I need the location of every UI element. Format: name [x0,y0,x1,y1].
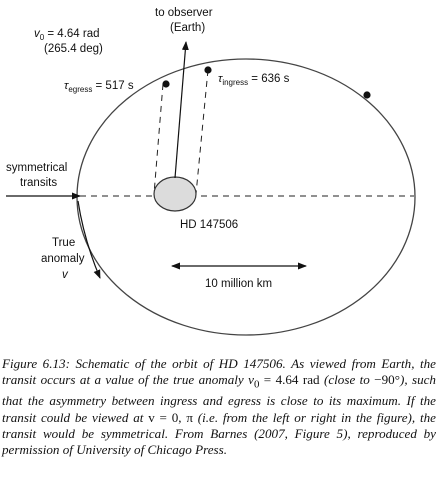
caption-v0-subscript: 0 [253,378,260,391]
planet-right-dot [363,91,371,99]
caption-figure-label: Figure 6.13: [2,356,70,371]
caption-angle: −90° [374,372,400,388]
figure-caption: Figure 6.13: Schematic of the orbit of H… [2,356,436,458]
v0-label-line1: v0 = 4.64 rad [34,28,100,42]
caption-v0-value: = 4.64 rad [259,372,320,388]
caption-text-2: (close to [319,372,375,388]
planet-egress-dot [162,80,170,88]
caption-text-3: ), such that the asymmetry between ingre… [2,372,436,425]
caption-text-1: Schematic of the orbit of HD 147506. As … [2,356,436,388]
orbit-ellipse [76,58,416,336]
observer-label-line1: to observer [155,7,213,19]
true-anomaly-arrow [77,200,101,279]
observer-label-line2: (Earth) [170,22,205,34]
scale-bar-label: 10 million km [205,278,272,290]
tau-ingress-symbol: τ [218,73,223,85]
tau-ingress-subscript: ingress [222,78,248,87]
v0-symbol: v [34,28,41,40]
observer-direction-arrow [174,41,189,179]
v0-value: = 4.64 rad [44,28,99,40]
true-anomaly-label-line2: anomaly [41,253,85,265]
symmetrical-label-line1: symmetrical [6,162,67,174]
caption-v-equation: v = 0, π [148,409,193,425]
ingress-dashed-line [195,69,209,195]
tau-egress-symbol: τ [64,80,69,92]
true-anomaly-symbol: v [62,269,69,281]
planet-ingress-dot [204,66,212,74]
v0-label-line2: (265.4 deg) [44,43,103,55]
caption-v0: v0 = 4.64 rad [248,372,320,391]
tau-ingress-value: = 636 s [248,73,289,85]
caption-text-4: (i.e. from the left or right in the figu… [2,409,436,458]
v0-subscript: 0 [40,33,45,42]
tau-egress-label: τegress = 517 s [64,80,134,94]
symmetrical-label-line2: transits [20,177,57,189]
egress-dashed-line [153,83,164,195]
tau-ingress-label: τingress = 636 s [218,73,290,87]
star-name-label: HD 147506 [180,219,238,231]
tau-egress-subscript: egress [68,85,92,94]
caption-v0-symbol: v [248,372,254,388]
orbit-diagram: to observer (Earth) v0 = 4.64 rad (265.4… [6,7,416,336]
true-anomaly-label-line1: True [52,237,75,249]
tau-egress-value: = 517 s [92,80,133,92]
star-hd147506 [153,176,197,212]
